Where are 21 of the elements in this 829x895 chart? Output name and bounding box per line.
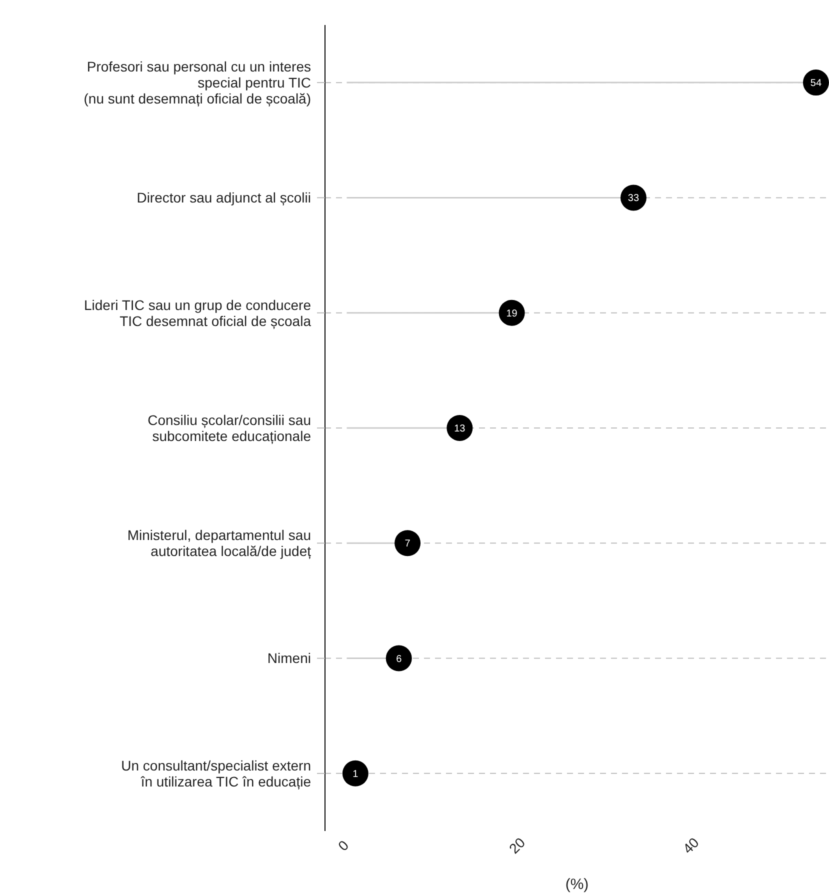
- y-tick-label: Un consultant/specialist extern în utilizarea TIC în educație: [121, 757, 312, 790]
- y-tick-label: Profesori sau personal cu un interes special pentru TIC (nu sunt desemnați oficial de școală): [84, 58, 311, 106]
- data-label: 1: [352, 768, 359, 780]
- data-label: 13: [454, 423, 466, 434]
- data-label: 54: [810, 78, 822, 90]
- point: [386, 645, 412, 672]
- y-tick-label: Consiliu școlar/consilii sau subcomitete educaționale: [148, 412, 312, 444]
- data-label: 7: [404, 538, 411, 550]
- y-tick-label: Director sau adjunct al școlii: [136, 190, 311, 206]
- x-tick-label: 0: [334, 836, 352, 854]
- x-axis-title: (%): [565, 876, 589, 893]
- y-tick-label: Ministerul, departamentul sau autoritatea locală/de județ: [127, 527, 312, 560]
- data-label: 33: [628, 193, 640, 204]
- x-tick-label: 40: [680, 834, 702, 857]
- data-label: 6: [396, 654, 402, 665]
- data-label: 19: [506, 308, 518, 320]
- y-tick-label: Lideri TIC sau un grup de conducere TIC desemnat oficial de școala: [84, 296, 312, 329]
- point: [394, 530, 421, 556]
- y-tick-label: Nimeni: [267, 650, 311, 666]
- x-tick-label: 20: [506, 834, 528, 857]
- point: [342, 760, 368, 786]
